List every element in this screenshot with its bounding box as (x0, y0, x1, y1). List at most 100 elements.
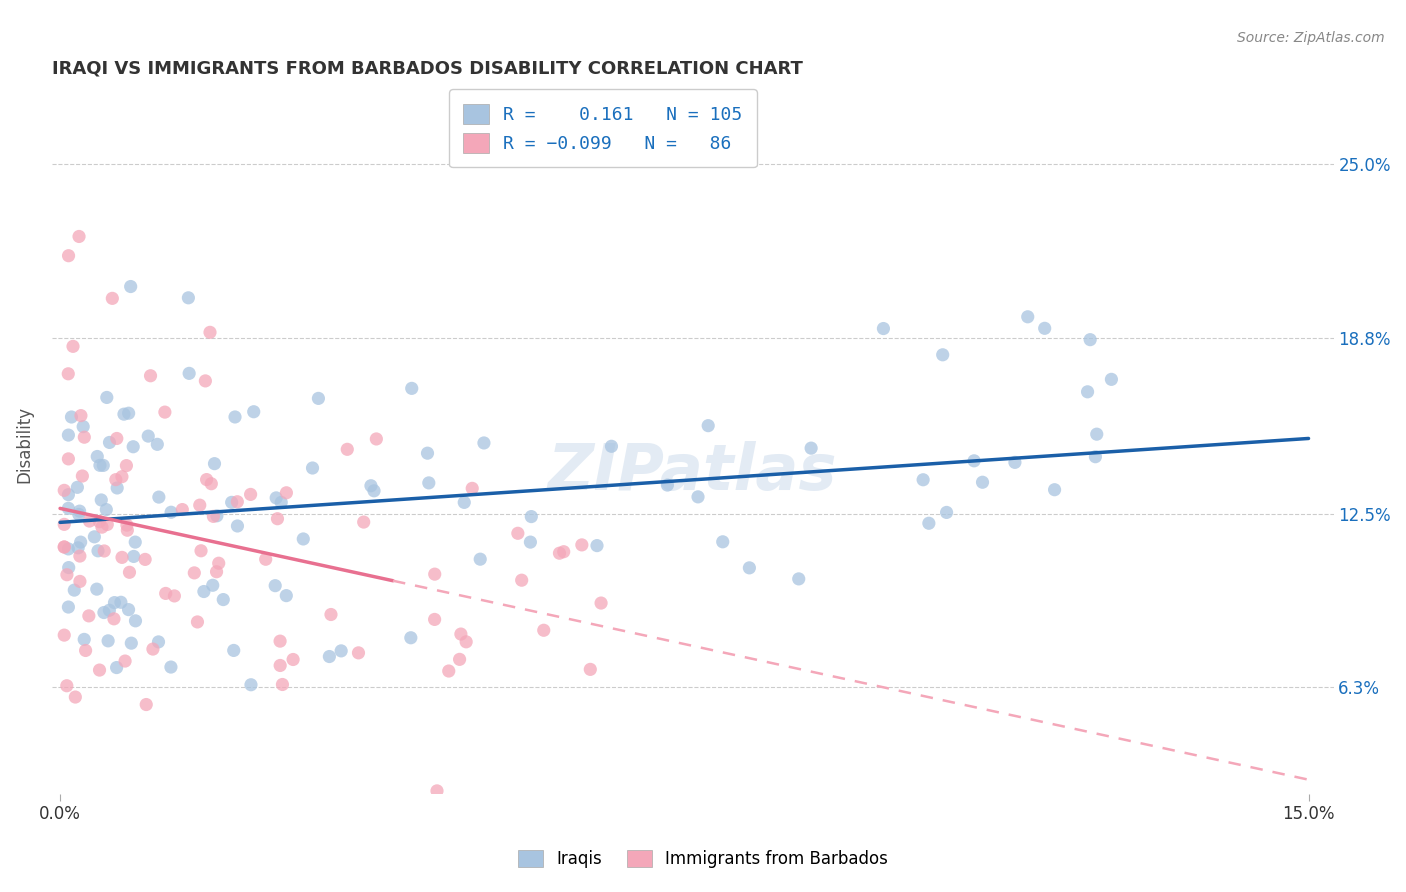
Point (319, 607, 342, 622)
Point (222, 643, 245, 657)
Point (600, 439, 623, 453)
Point (66, 480, 89, 494)
Point (254, 552, 277, 566)
Point (330, 644, 353, 658)
Point (79, 514, 101, 528)
Point (418, 475, 440, 490)
Point (77, 608, 100, 623)
Point (401, 381, 423, 395)
Point (83, 530, 105, 544)
Point (53, 628, 76, 642)
Point (53, 517, 76, 532)
Point (188, 498, 211, 512)
Point (105, 432, 128, 446)
Point (787, 572, 810, 586)
Point (292, 532, 315, 546)
Point (56, 567, 79, 582)
Point (276, 485, 298, 500)
Point (239, 487, 262, 501)
Point (1033, 321, 1056, 335)
Point (62, 339, 84, 353)
Point (120, 279, 142, 293)
Point (115, 518, 138, 533)
Point (177, 291, 200, 305)
Point (117, 406, 139, 420)
Point (276, 589, 298, 603)
Legend: R =    0.161   N = 105, R = −0.099   N =   86: R = 0.161 N = 105, R = −0.099 N = 86 (449, 89, 756, 167)
Point (224, 409, 246, 424)
Point (872, 321, 894, 335)
Point (366, 432, 388, 446)
Point (399, 631, 422, 645)
Point (101, 291, 124, 305)
Point (456, 635, 478, 649)
Point (281, 652, 304, 666)
Point (118, 566, 141, 580)
Point (193, 584, 215, 599)
Point (111, 469, 134, 483)
Point (1017, 310, 1039, 324)
Point (270, 495, 292, 509)
Point (204, 457, 226, 471)
Point (208, 556, 231, 570)
Point (160, 505, 183, 519)
Point (87, 544, 110, 558)
Point (363, 483, 385, 498)
Point (1043, 483, 1066, 497)
Point (591, 596, 613, 610)
Point (135, 698, 157, 712)
Point (148, 635, 170, 649)
Point (124, 535, 146, 549)
Point (931, 348, 953, 362)
Point (91, 520, 114, 534)
Point (58, 367, 80, 381)
Point (179, 367, 201, 381)
Point (90, 493, 112, 508)
Point (103, 612, 125, 626)
Point (104, 473, 127, 487)
Point (738, 561, 761, 575)
Point (221, 495, 243, 509)
Point (69, 504, 91, 518)
Point (72, 469, 94, 483)
Point (918, 516, 941, 531)
Legend: Iraqis, Immigrants from Barbados: Iraqis, Immigrants from Barbados (512, 843, 894, 875)
Point (506, 526, 529, 541)
Point (935, 505, 957, 519)
Point (53, 540, 76, 554)
Point (553, 545, 575, 559)
Point (142, 642, 165, 657)
Point (136, 429, 159, 443)
Point (360, 479, 382, 493)
Point (58, 560, 80, 574)
Point (63, 583, 86, 598)
Point (110, 595, 132, 609)
Point (423, 567, 446, 582)
Text: IRAQI VS IMMIGRANTS FROM BARBADOS DISABILITY CORRELATION CHART: IRAQI VS IMMIGRANTS FROM BARBADOS DISABI… (52, 60, 803, 78)
Point (519, 535, 541, 549)
Point (122, 549, 145, 564)
Point (73, 632, 96, 647)
Point (70, 409, 93, 423)
Point (226, 519, 249, 533)
Point (271, 677, 294, 691)
Point (423, 612, 446, 626)
Point (112, 407, 135, 421)
Point (120, 636, 142, 650)
Point (242, 405, 264, 419)
Y-axis label: Disability: Disability (15, 406, 32, 483)
Point (548, 546, 571, 560)
Point (450, 627, 472, 641)
Point (139, 368, 162, 383)
Point (205, 508, 228, 523)
Point (91, 458, 114, 473)
Point (117, 602, 139, 616)
Point (89, 663, 111, 677)
Point (453, 495, 475, 509)
Point (470, 552, 492, 566)
Point (533, 624, 555, 638)
Point (510, 573, 533, 587)
Point (89, 515, 111, 529)
Point (697, 418, 720, 433)
Point (437, 664, 460, 678)
